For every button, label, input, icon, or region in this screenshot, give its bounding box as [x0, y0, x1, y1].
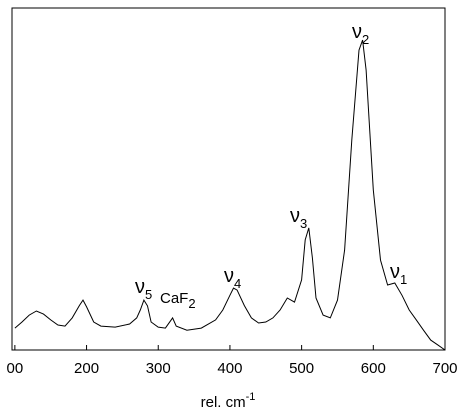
x-axis-label-text: rel. cm [201, 394, 246, 411]
annotation: ν2 [352, 21, 369, 47]
x-tick-label: 00 [7, 360, 24, 377]
annotation-sub: 1 [400, 272, 407, 287]
annotation-text: ν [390, 261, 400, 283]
x-tick-label: 400 [217, 360, 242, 377]
x-tick-label: 500 [289, 360, 314, 377]
annotation: CaF2 [160, 290, 196, 311]
x-axis-label-sup: -1 [246, 391, 256, 403]
spectrum-line [14, 39, 446, 351]
annotation-sub: 5 [145, 287, 152, 302]
annotation: ν5 [135, 276, 152, 302]
annotation-text: CaF [160, 290, 188, 307]
annotation: ν3 [290, 205, 307, 231]
x-tick-label: 300 [146, 360, 171, 377]
annotation-text: ν [224, 265, 234, 287]
annotation-sub: 4 [234, 276, 241, 291]
x-tick-label: 700 [432, 360, 457, 377]
x-tick-label: 600 [361, 360, 386, 377]
annotation-text: ν [290, 205, 300, 227]
annotation: ν4 [224, 265, 241, 291]
annotation-sub: 2 [188, 296, 195, 311]
annotation-text: ν [135, 276, 145, 298]
plot-frame [11, 7, 446, 351]
annotation-sub: 3 [300, 216, 307, 231]
annotation: ν1 [390, 261, 407, 287]
annotation-sub: 2 [362, 32, 369, 47]
annotation-text: ν [352, 21, 362, 43]
x-tick-label: 200 [74, 360, 99, 377]
x-axis-label: rel. cm-1 [201, 391, 256, 411]
